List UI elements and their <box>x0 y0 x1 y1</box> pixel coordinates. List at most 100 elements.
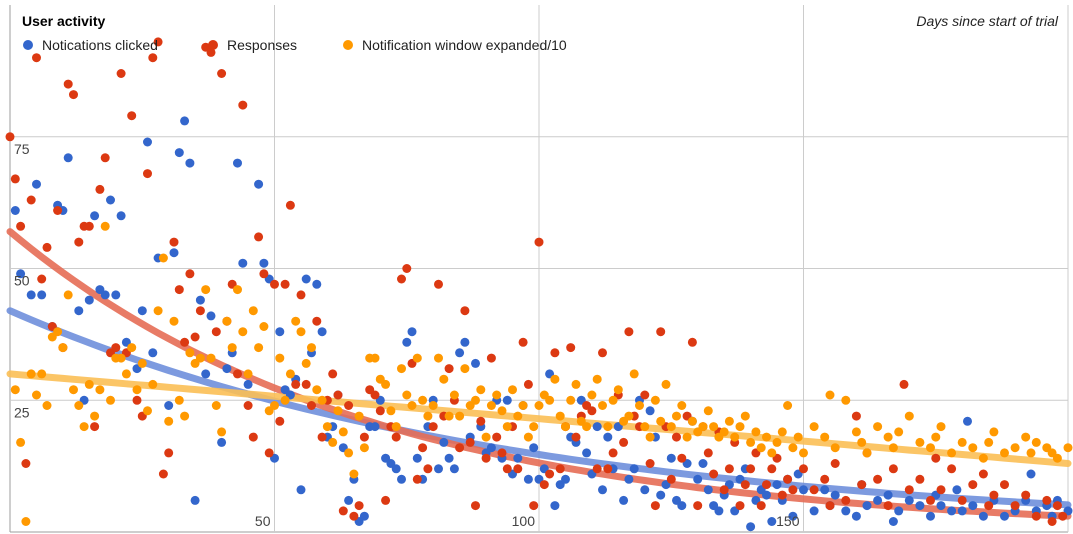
data-point <box>502 464 512 474</box>
data-point <box>545 395 555 405</box>
data-point <box>582 422 592 432</box>
data-point <box>143 137 152 147</box>
data-point <box>233 285 242 295</box>
data-point <box>698 459 708 468</box>
data-point <box>42 401 52 410</box>
data-point <box>460 364 470 374</box>
data-point <box>624 327 634 337</box>
data-point <box>571 379 581 389</box>
data-point <box>486 353 496 363</box>
data-point <box>762 480 771 490</box>
data-point <box>751 427 761 437</box>
data-point <box>158 469 168 479</box>
tick-labels: 50 100 150 25 50 75 <box>14 141 800 529</box>
data-point <box>349 469 359 479</box>
data-point <box>418 443 428 453</box>
data-point <box>672 411 681 421</box>
data-point <box>555 411 565 421</box>
data-point <box>10 174 20 184</box>
data-point <box>1000 448 1009 458</box>
data-point <box>439 437 449 447</box>
data-point <box>169 316 179 326</box>
data-point <box>254 343 264 353</box>
data-point <box>317 395 327 405</box>
data-point <box>370 390 380 400</box>
data-point <box>809 422 819 432</box>
data-point <box>275 416 285 426</box>
data-point <box>672 432 681 442</box>
data-point <box>1026 469 1036 479</box>
data-point <box>931 432 941 442</box>
data-point <box>508 385 517 395</box>
data-point <box>915 501 925 511</box>
data-point <box>1000 480 1009 490</box>
data-point <box>677 501 687 511</box>
data-point <box>63 290 73 300</box>
data-point <box>703 406 713 416</box>
data-point <box>338 506 348 516</box>
data-point <box>434 279 443 289</box>
data-point <box>322 422 332 432</box>
data-point <box>693 474 703 484</box>
x-axis-title: Days since start of trial <box>916 13 1058 29</box>
data-point <box>523 474 533 484</box>
data-point <box>788 443 798 453</box>
data-point <box>719 427 729 437</box>
legend-entry: Responses <box>227 37 297 53</box>
data-point <box>296 327 306 337</box>
data-point <box>190 495 200 505</box>
data-point <box>296 290 306 300</box>
data-point <box>291 316 301 326</box>
data-point <box>719 485 729 495</box>
data-point <box>793 432 803 442</box>
data-point <box>444 411 454 421</box>
data-point <box>762 490 771 500</box>
data-point <box>486 401 496 410</box>
data-point <box>497 406 507 416</box>
data-point <box>423 411 433 421</box>
data-point <box>407 327 417 337</box>
data-point <box>894 506 904 516</box>
data-point <box>238 327 248 337</box>
data-point <box>354 411 364 421</box>
data-point <box>619 495 629 505</box>
data-point <box>190 332 200 342</box>
data-point <box>899 379 909 389</box>
data-point <box>777 490 787 500</box>
data-point <box>84 221 94 231</box>
data-point <box>799 448 808 458</box>
data-point <box>513 464 523 474</box>
data-point <box>137 358 147 368</box>
data-point <box>841 495 851 505</box>
data-point <box>69 385 78 395</box>
chart-title: User activity <box>22 13 105 29</box>
data-point <box>1010 501 1020 511</box>
data-point <box>857 480 867 490</box>
data-point <box>857 437 867 447</box>
data-point <box>275 353 285 363</box>
data-point <box>989 490 999 500</box>
data-point <box>783 474 793 484</box>
data-point <box>936 485 946 495</box>
data-point <box>201 285 211 295</box>
data-point <box>904 411 914 421</box>
data-point <box>767 464 777 474</box>
data-point <box>217 437 227 447</box>
data-point <box>666 422 676 432</box>
data-point <box>724 416 734 426</box>
data-point <box>264 448 274 458</box>
data-point <box>825 390 835 400</box>
data-point <box>338 427 348 437</box>
data-point <box>359 511 369 521</box>
data-point <box>312 279 322 289</box>
data-point <box>650 395 660 405</box>
data-point <box>820 485 830 495</box>
data-point <box>545 469 555 479</box>
data-point <box>69 90 78 100</box>
data-point <box>79 422 89 432</box>
legend-marker <box>23 40 33 50</box>
data-point <box>592 464 602 474</box>
data-point <box>270 401 279 410</box>
data-point <box>740 480 750 490</box>
